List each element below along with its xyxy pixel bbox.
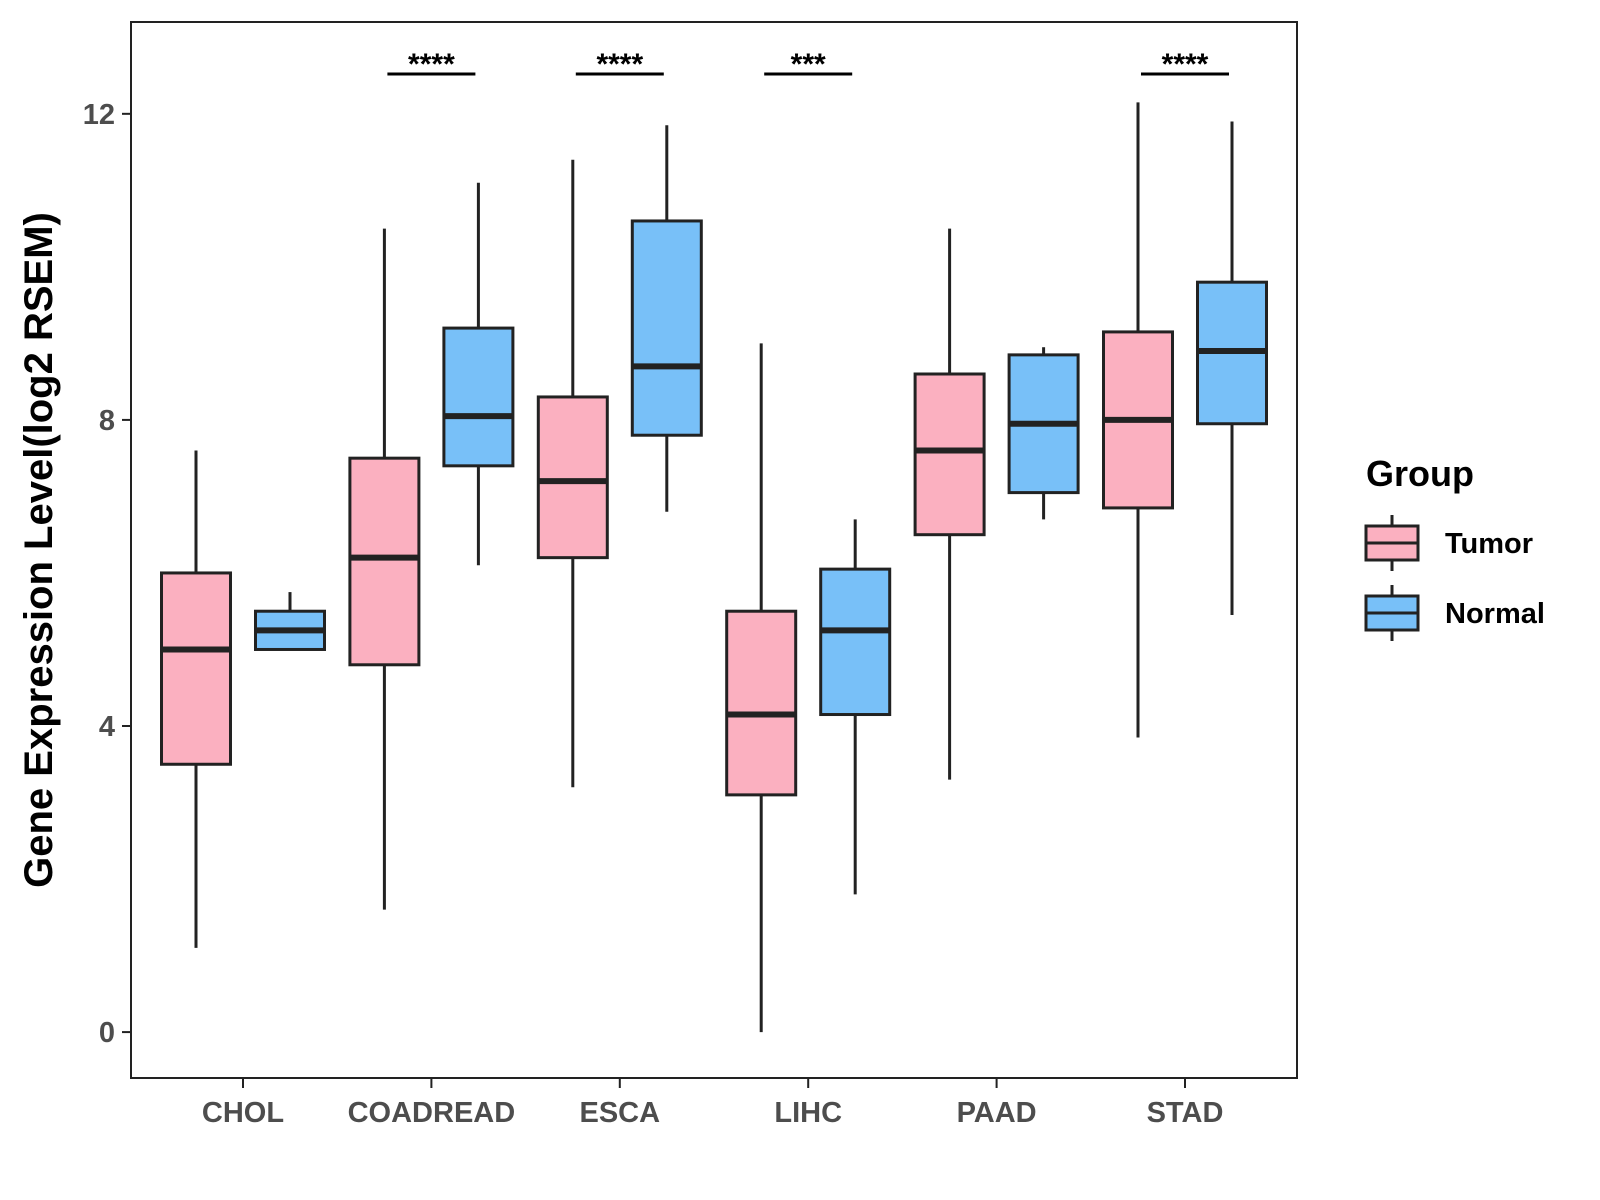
x-tick-label: PAAD xyxy=(957,1097,1037,1129)
box-body xyxy=(725,609,798,797)
y-axis: 0 4 8 12 xyxy=(83,99,131,1049)
legend: Group Tumor Normal xyxy=(1364,453,1545,641)
x-tick-label: STAD xyxy=(1147,1097,1224,1129)
y-axis-title: Gene Expression Level(log2 RSEM) xyxy=(17,212,61,888)
box-body xyxy=(536,395,609,560)
box-tumor-chol xyxy=(160,450,232,948)
significance-label: **** xyxy=(596,48,643,81)
y-tick-label: 8 xyxy=(99,405,115,437)
panel-border xyxy=(130,21,1298,1079)
x-tick-label: COADREAD xyxy=(348,1097,516,1129)
box-body xyxy=(913,372,986,537)
box-normal-coadread xyxy=(442,182,515,566)
x-tick-label: LIHC xyxy=(774,1097,842,1129)
box-normal-chol xyxy=(254,592,326,651)
boxes xyxy=(160,102,1268,1033)
significance-label: *** xyxy=(791,48,826,81)
y-tick-label: 0 xyxy=(99,1017,115,1049)
box-body xyxy=(348,456,421,667)
box-tumor-coadread xyxy=(348,228,421,910)
y-tick-label: 12 xyxy=(83,99,115,131)
box-normal-stad xyxy=(1196,121,1268,616)
box-body xyxy=(442,326,515,468)
x-tick-label: ESCA xyxy=(580,1097,661,1129)
box-body xyxy=(630,219,703,437)
significance-label: **** xyxy=(408,48,455,81)
box-tumor-paad xyxy=(913,228,986,780)
box-tumor-esca xyxy=(536,159,609,788)
box-body xyxy=(160,571,232,766)
x-axis: CHOL COADREAD ESCA LIHC PAAD STAD xyxy=(202,1078,1223,1129)
significance-label: **** xyxy=(1162,48,1209,81)
y-tick-label: 4 xyxy=(99,711,115,743)
significance-annotations: **** **** *** **** xyxy=(387,48,1229,81)
box-normal-esca xyxy=(630,125,703,512)
legend-label: Tumor xyxy=(1445,528,1533,560)
box-tumor-stad xyxy=(1102,102,1174,738)
legend-entry-tumor: Tumor xyxy=(1364,515,1533,571)
box-normal-paad xyxy=(1007,347,1080,520)
box-normal-lihc xyxy=(819,519,892,895)
legend-label: Normal xyxy=(1445,598,1545,630)
box-tumor-lihc xyxy=(725,343,798,1033)
box-body xyxy=(819,567,892,717)
x-tick-label: CHOL xyxy=(202,1097,284,1129)
legend-entry-normal: Normal xyxy=(1364,585,1545,641)
legend-title: Group xyxy=(1366,453,1474,494)
